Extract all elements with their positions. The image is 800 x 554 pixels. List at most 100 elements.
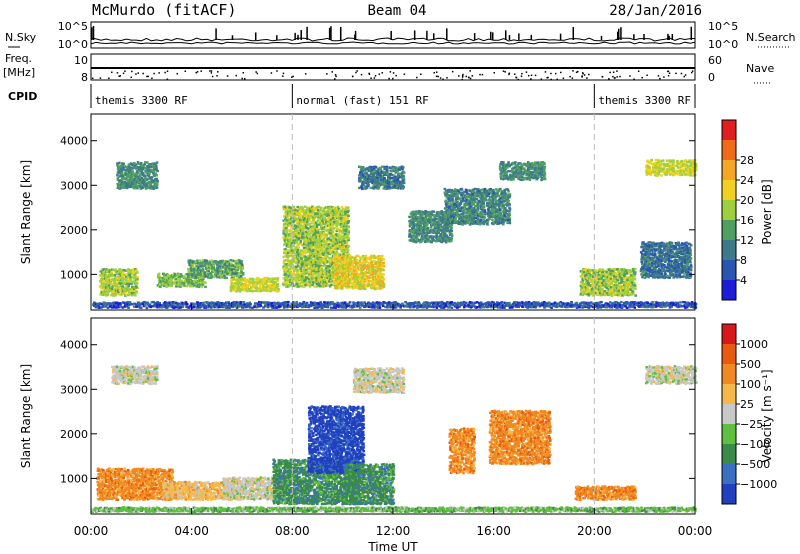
data-cell: [312, 230, 315, 234]
data-cell: [358, 177, 362, 180]
data-cell: [620, 306, 624, 309]
data-cell: [492, 301, 495, 304]
data-cell: [368, 302, 371, 305]
chart-title: McMurdo (fitACF): [92, 1, 237, 19]
data-cell: [255, 284, 259, 287]
data-cell: [306, 248, 310, 252]
data-cell: [508, 303, 511, 306]
data-cell: [550, 306, 553, 309]
data-cell: [175, 281, 179, 284]
data-cell: [344, 208, 347, 211]
data-cell: [328, 271, 332, 274]
data-cell: [599, 306, 603, 309]
data-cell: [243, 277, 247, 280]
data-cell: [127, 169, 131, 173]
nave-dot: [374, 75, 377, 77]
data-cell: [467, 305, 471, 308]
data-cell: [333, 236, 337, 239]
data-cell: [190, 302, 194, 305]
data-cell: [260, 301, 264, 304]
data-cell: [115, 306, 119, 309]
data-cell: [216, 270, 220, 273]
data-cell: [296, 248, 300, 252]
data-cell: [446, 301, 449, 304]
data-cell: [382, 285, 386, 289]
data-cell: [340, 258, 343, 261]
data-cell: [332, 217, 335, 220]
data-cell: [122, 289, 126, 292]
data-cell: [381, 281, 385, 285]
data-cell: [357, 285, 360, 288]
data-cell: [555, 302, 559, 305]
data-cell: [458, 304, 462, 307]
noise-spikes: [91, 26, 693, 40]
data-cell: [191, 267, 194, 270]
data-cell: [241, 288, 244, 292]
data-cell: [293, 212, 297, 215]
data-cell: [108, 302, 111, 305]
data-cell: [313, 265, 317, 268]
data-cell: [330, 239, 334, 242]
data-cell: [324, 302, 328, 306]
data-cell: [335, 211, 338, 214]
data-cell: [313, 269, 316, 272]
nave-dot: [196, 71, 199, 73]
data-cell: [288, 221, 292, 225]
data-cell: [316, 271, 319, 275]
data-cell: [284, 242, 288, 245]
data-cell: [430, 301, 434, 304]
data-cell: [495, 304, 498, 307]
data-cell: [346, 281, 350, 284]
data-cell: [393, 306, 396, 309]
data-cell: [288, 224, 291, 227]
data-cell: [199, 259, 202, 262]
data-cell: [302, 209, 305, 212]
data-cell: [263, 279, 267, 283]
data-cell: [289, 239, 292, 242]
nave-dot: [211, 75, 214, 78]
data-cell: [568, 302, 572, 306]
data-cell: [282, 205, 285, 208]
data-cell: [639, 303, 643, 307]
data-cell: [117, 286, 120, 289]
nave-dot: [403, 73, 406, 75]
data-cell: [325, 214, 329, 217]
data-cell: [250, 282, 253, 285]
data-cell: [334, 208, 337, 212]
data-cell: [218, 268, 221, 271]
data-cell: [283, 226, 286, 230]
data-cell: [382, 258, 385, 261]
data-cell: [541, 301, 544, 304]
data-cell: [651, 305, 655, 309]
data-cell: [341, 235, 344, 238]
data-cell: [142, 184, 146, 187]
nave-dot: [416, 76, 418, 79]
data-cell: [428, 302, 432, 306]
data-cell: [271, 285, 275, 289]
data-cell: [294, 224, 297, 227]
data-cell: [283, 255, 287, 258]
data-cell: [123, 186, 127, 189]
data-cell: [685, 306, 689, 309]
data-cell: [194, 275, 198, 278]
nave-dot: [554, 72, 557, 75]
data-cell: [251, 306, 254, 309]
data-cell: [170, 277, 173, 280]
data-cell: [340, 287, 344, 290]
nave-dot: [137, 72, 139, 74]
data-cell: [368, 261, 371, 265]
data-cell: [252, 289, 255, 292]
data-cell: [314, 214, 318, 218]
data-cell: [336, 244, 340, 248]
data-cell: [210, 259, 214, 262]
data-cell: [178, 275, 181, 279]
data-cell: [168, 274, 172, 278]
nave-dot: [530, 78, 532, 80]
data-cell: [230, 262, 233, 265]
data-cell: [340, 225, 343, 228]
data-cell: [326, 209, 330, 212]
data-cell: [346, 235, 349, 239]
data-cell: [684, 306, 687, 309]
data-cell: [292, 258, 296, 262]
data-cell: [103, 291, 106, 294]
